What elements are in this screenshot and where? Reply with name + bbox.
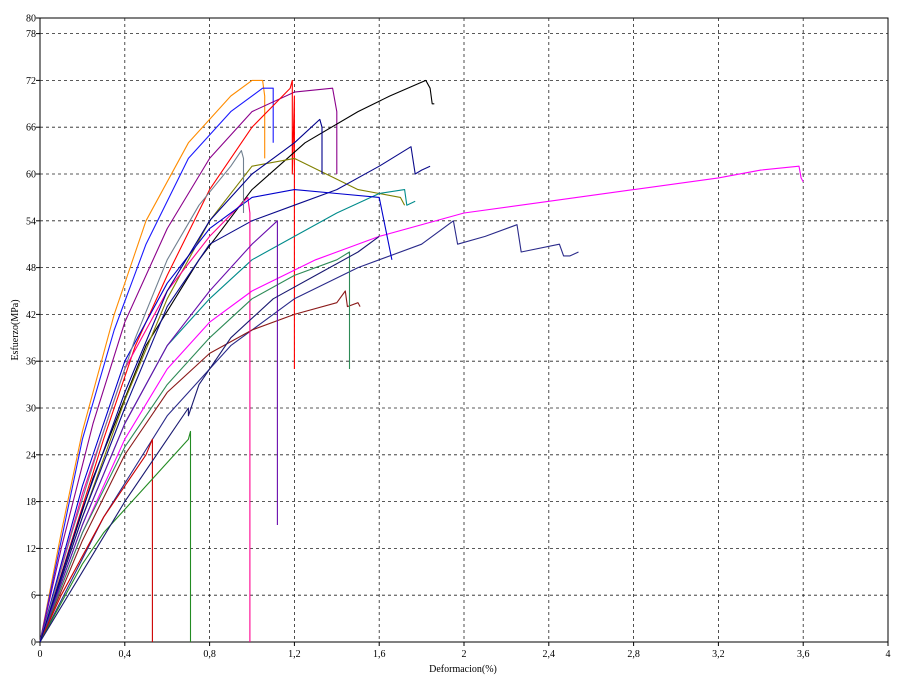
y-tick-label: 48	[26, 263, 36, 274]
series-line-17	[39, 235, 380, 643]
y-tick-label: 24	[26, 450, 36, 461]
series-line-9	[39, 165, 804, 643]
series-line-15	[39, 438, 153, 643]
x-tick-label: 1,2	[288, 649, 301, 660]
series-line-1	[39, 79, 266, 643]
x-tick-label: 2	[462, 649, 467, 660]
y-tick-label: 42	[26, 310, 36, 321]
series-line-14	[39, 220, 278, 643]
y-tick-label: 78	[26, 29, 36, 40]
x-tick-label: 2,4	[543, 649, 556, 660]
series-line-19	[39, 150, 245, 643]
x-tick-label: 4	[886, 649, 891, 660]
series-line-7	[39, 146, 431, 643]
y-tick-label: 30	[26, 404, 36, 415]
series-line-10	[39, 220, 579, 643]
y-axis-title: Esfuerzo(MPa)	[10, 299, 21, 360]
y-tick-label: 72	[26, 76, 36, 87]
tick-labels: 0 0,4 0,8 1,2 1,6 2 2,4 2,8 3,2 3,6 4 0 6 12 18 24 30 36 4…	[26, 14, 891, 661]
series-line-16	[39, 430, 192, 643]
y-tick-label: 18	[26, 497, 36, 508]
series-line-20	[39, 118, 323, 643]
x-axis-title: Deformacion(%)	[429, 664, 497, 675]
series-line-3	[39, 87, 338, 643]
y-tick-label: 36	[26, 357, 36, 368]
series-line-2	[39, 87, 274, 643]
series-line-13	[39, 251, 351, 643]
series-line-12	[39, 196, 251, 643]
y-tick-label: 12	[26, 544, 36, 555]
x-tick-label: 2,8	[627, 649, 640, 660]
series-line-18	[39, 189, 393, 643]
y-tick-label: 80	[26, 14, 36, 25]
x-tick-label: 0	[38, 649, 43, 660]
x-tick-label: 0,8	[203, 649, 216, 660]
series-line-6	[39, 157, 406, 643]
x-tick-label: 3,2	[712, 649, 725, 660]
series-line-5	[39, 79, 435, 643]
y-tick-label: 66	[26, 123, 36, 134]
y-tick-label: 60	[26, 170, 36, 181]
y-tick-label: 6	[31, 591, 36, 602]
series-line-4	[39, 79, 295, 643]
x-tick-label: 1,6	[373, 649, 386, 660]
x-tick-label: 3,6	[797, 649, 810, 660]
y-tick-label: 54	[26, 216, 36, 227]
series-layer	[39, 79, 804, 643]
y-tick-label: 0	[31, 638, 36, 649]
x-tick-label: 0,4	[119, 649, 132, 660]
